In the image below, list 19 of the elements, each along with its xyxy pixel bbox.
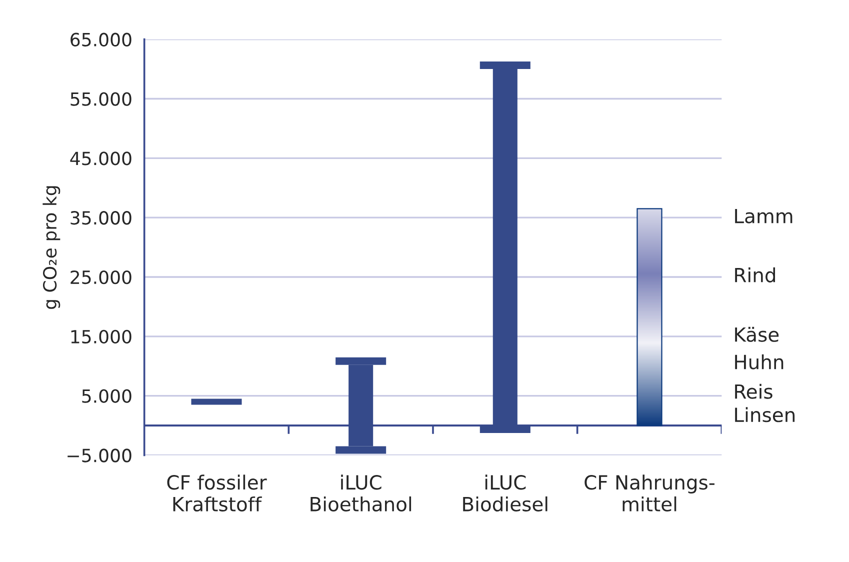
- y-tick-label: 35.000: [70, 211, 132, 225]
- text: Huhn: [735, 354, 784, 370]
- text: Linsen: [735, 407, 795, 422]
- y-tick-label: 25.000: [70, 270, 132, 284]
- y-tick-label: −5.000: [68, 448, 132, 462]
- y-tick-label: 65.000: [70, 32, 132, 46]
- y-tick-label: 5.000: [82, 389, 132, 403]
- text: Reis: [735, 384, 772, 399]
- y-tick-label: 15.000: [71, 330, 132, 344]
- text: Rind: [735, 267, 776, 282]
- x-tick-label: CF Nahrungs- mittel: [584, 474, 714, 512]
- text: Lamm: [735, 208, 792, 224]
- x-tick-label: iLUC Bioethanol: [310, 474, 412, 512]
- y-tick-label: 55.000: [70, 92, 132, 106]
- y-axis-title: g CO₂e pro kg: [42, 186, 60, 309]
- y-tick-label: 45.000: [70, 152, 132, 166]
- x-tick-label: CF fossiler Kraftstoff: [167, 474, 267, 512]
- x-tick-label: iLUC Biodiesel: [463, 474, 548, 512]
- text: Käse: [735, 326, 779, 342]
